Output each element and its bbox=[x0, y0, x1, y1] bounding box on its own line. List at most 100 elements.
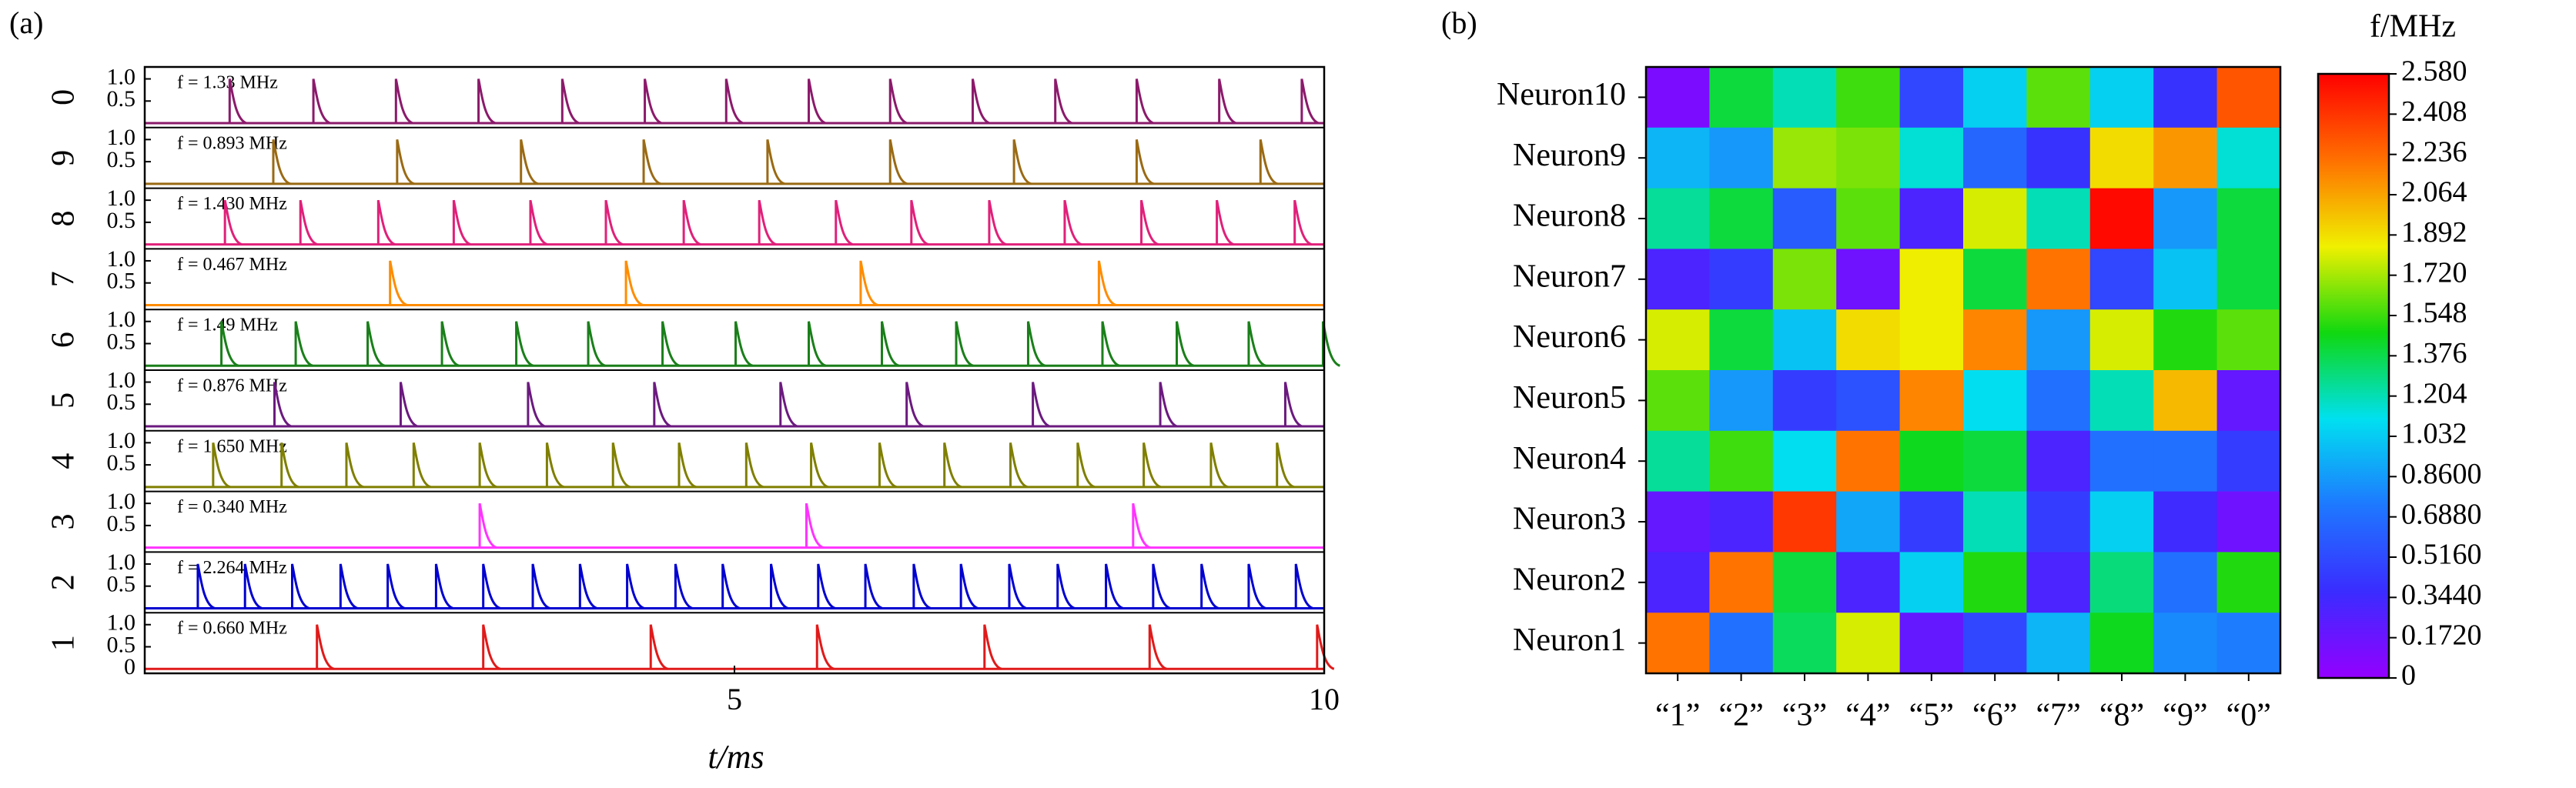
spike bbox=[1293, 199, 1313, 246]
spike bbox=[1142, 442, 1162, 489]
colorbar-tick-label: 2.408 bbox=[2401, 95, 2467, 128]
annotation: f = 0.893 MHz bbox=[177, 133, 287, 153]
cell bbox=[2216, 613, 2281, 674]
cell bbox=[2216, 309, 2281, 371]
spike bbox=[642, 139, 661, 185]
spike bbox=[228, 78, 247, 125]
spike bbox=[294, 321, 313, 367]
y-tick-label: 1.0 bbox=[107, 428, 136, 453]
cell bbox=[2153, 552, 2218, 613]
y-tick-label: 1.0 bbox=[107, 610, 136, 636]
spike bbox=[1247, 321, 1266, 367]
spike bbox=[545, 442, 565, 489]
cell bbox=[2026, 430, 2091, 492]
spike bbox=[212, 442, 231, 489]
spike bbox=[744, 442, 764, 489]
y-tick-label: 0.5 bbox=[107, 329, 136, 354]
annotation: f = 0.660 MHz bbox=[177, 619, 287, 639]
cell bbox=[1772, 188, 1837, 249]
spike bbox=[1054, 78, 1073, 125]
cell bbox=[1836, 127, 1901, 189]
annotation: f = 1.430 MHz bbox=[177, 194, 287, 214]
spike bbox=[661, 321, 681, 367]
cell bbox=[1899, 370, 1964, 432]
cell bbox=[1709, 491, 1774, 553]
spike bbox=[482, 624, 501, 670]
cell bbox=[2089, 491, 2154, 553]
spike bbox=[220, 321, 239, 367]
x-tick-label: “2” bbox=[1718, 698, 1763, 733]
cell bbox=[1899, 127, 1964, 189]
colorbar-tick-label: 0.6880 bbox=[2401, 498, 2482, 530]
cell bbox=[1646, 613, 1710, 674]
y-tick-label: 1.0 bbox=[107, 489, 136, 514]
spike bbox=[1294, 563, 1313, 609]
cell bbox=[1963, 370, 2027, 432]
row-label: 2 bbox=[46, 574, 82, 590]
spike bbox=[611, 442, 631, 489]
y-tick-label: Neuron6 bbox=[1513, 319, 1626, 355]
cell bbox=[1963, 491, 2027, 553]
annotation: f = 1.650 MHz bbox=[177, 436, 287, 456]
spike bbox=[769, 563, 789, 609]
panel-label: (a) bbox=[9, 5, 43, 40]
cell bbox=[1836, 370, 1901, 432]
y-tick-label: Neuron10 bbox=[1497, 77, 1626, 112]
cell bbox=[2216, 188, 2281, 249]
spike bbox=[955, 321, 974, 367]
cell bbox=[1709, 188, 1774, 249]
cell bbox=[1772, 552, 1837, 613]
cell bbox=[1772, 613, 1837, 674]
cell bbox=[2216, 127, 2281, 189]
spike bbox=[1026, 321, 1046, 367]
cell bbox=[2089, 613, 2154, 674]
spike bbox=[859, 260, 878, 306]
cell bbox=[1709, 430, 1774, 492]
spike bbox=[835, 199, 854, 246]
x-tick-label: “1” bbox=[1655, 698, 1700, 733]
spike bbox=[339, 563, 358, 609]
y-tick-label: Neuron1 bbox=[1513, 623, 1626, 658]
cell bbox=[2026, 249, 2091, 310]
spike bbox=[983, 624, 1002, 670]
cell bbox=[2026, 67, 2091, 129]
spike bbox=[808, 78, 827, 125]
cell bbox=[1646, 430, 1710, 492]
spike bbox=[1076, 442, 1096, 489]
spike bbox=[888, 139, 908, 185]
cell bbox=[2216, 491, 2281, 553]
cell bbox=[2026, 127, 2091, 189]
cell bbox=[1772, 67, 1837, 129]
spike bbox=[1135, 78, 1155, 125]
spike bbox=[878, 442, 898, 489]
spike bbox=[291, 563, 310, 609]
cell bbox=[1836, 552, 1901, 613]
row-label: 6 bbox=[46, 332, 82, 348]
cell bbox=[1963, 67, 2027, 129]
spike bbox=[1300, 78, 1320, 125]
y-tick-label: 1.0 bbox=[107, 549, 136, 575]
spike bbox=[758, 199, 777, 246]
cell bbox=[2026, 309, 2091, 371]
cell bbox=[1772, 249, 1837, 310]
row-label: 0 bbox=[46, 89, 82, 105]
row-label: 8 bbox=[46, 211, 82, 227]
spike bbox=[273, 382, 293, 428]
cell bbox=[1963, 127, 2027, 189]
spike bbox=[1009, 442, 1029, 489]
annotation: f = 0.876 MHz bbox=[177, 376, 287, 396]
cell bbox=[1646, 491, 1710, 553]
cell bbox=[2216, 67, 2281, 129]
cell bbox=[1709, 613, 1774, 674]
y-tick-label: 0.5 bbox=[107, 269, 136, 294]
y-tick-label: Neuron7 bbox=[1513, 259, 1626, 294]
cell bbox=[1709, 370, 1774, 432]
y-tick-label: Neuron8 bbox=[1513, 199, 1626, 234]
cell bbox=[1646, 188, 1710, 249]
y-tick-label: 1.0 bbox=[107, 246, 136, 272]
spike bbox=[626, 563, 645, 609]
spike bbox=[910, 199, 929, 246]
colorbar-tick-label: 2.064 bbox=[2401, 176, 2467, 209]
colorbar-tick-label: 0 bbox=[2401, 659, 2416, 692]
